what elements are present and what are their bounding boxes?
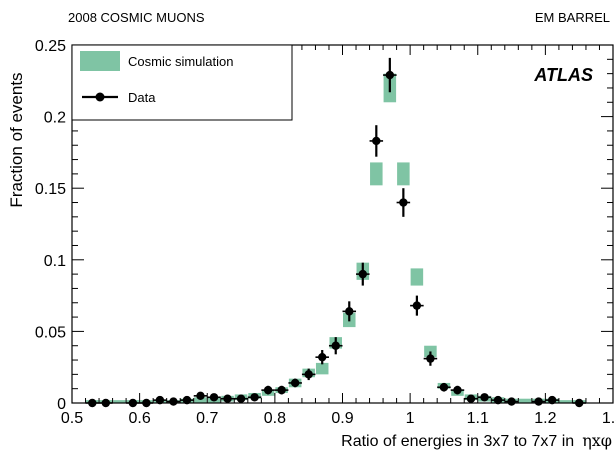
data-marker (453, 385, 462, 395)
data-marker (236, 394, 246, 403)
y-tick-label: 0.25 (35, 38, 66, 55)
data-marker (547, 395, 557, 405)
data-point (477, 393, 492, 402)
data-point (328, 337, 343, 355)
data-point (383, 57, 397, 93)
legend-data-label: Data (128, 90, 156, 105)
simulation-box (410, 268, 424, 286)
data-marker (250, 393, 259, 402)
x-tick-label: 1.3 (602, 410, 616, 427)
data-marker (412, 301, 422, 310)
data-marker (290, 378, 300, 388)
simulation-box (518, 398, 532, 403)
data-point (423, 351, 438, 366)
data-point (166, 397, 181, 406)
y-tick-label: 0.2 (44, 110, 66, 127)
data-point (315, 350, 329, 365)
x-tick-label: 1.2 (534, 410, 556, 427)
data-marker (263, 385, 273, 395)
data-point (207, 393, 221, 402)
data-point (301, 368, 316, 381)
x-tick-label: 1 (406, 410, 415, 427)
data-marker (223, 394, 232, 403)
simulation-box (397, 162, 410, 186)
data-marker (345, 307, 354, 316)
atlas-annotation: ATLAS (533, 65, 593, 85)
data-point (234, 394, 248, 403)
header-right-label: EM BARREL (534, 10, 610, 25)
simulation-box (113, 400, 126, 403)
x-tick-label: 0.9 (331, 410, 353, 427)
simulation-box (370, 162, 383, 186)
data-point (545, 395, 559, 405)
data-point (274, 385, 289, 395)
data-marker (426, 354, 435, 363)
x-tick-label: 0.6 (129, 410, 151, 427)
y-tick-label: 0.15 (35, 181, 66, 198)
data-marker (318, 352, 327, 362)
data-point (450, 385, 465, 395)
data-point (193, 391, 208, 401)
x-tick-label: 0.7 (196, 410, 218, 427)
y-tick-label: 0.1 (44, 253, 66, 270)
legend-simulation-swatch (80, 51, 120, 71)
y-axis-label: Fraction of events (7, 72, 26, 207)
x-axis-label: Ratio of energies in 3x7 to 7x7 in ηxφ (341, 431, 612, 450)
legend-data-marker (95, 92, 105, 102)
data-marker (331, 341, 340, 350)
data-point (220, 394, 235, 403)
data-marker (439, 383, 449, 392)
data-marker (182, 395, 192, 405)
data-point (180, 395, 194, 405)
data-point (410, 295, 424, 316)
data-point (261, 385, 275, 395)
data-marker (385, 70, 395, 80)
data-point (247, 393, 262, 402)
data-point (288, 378, 302, 388)
data-point (356, 262, 370, 286)
y-tick-label: 0 (57, 396, 66, 413)
plot-area (85, 57, 586, 408)
data-marker (507, 397, 516, 406)
legend-simulation-label: Cosmic simulation (128, 54, 233, 69)
data-marker (534, 397, 543, 406)
data-marker (209, 393, 219, 402)
data-marker (480, 393, 489, 402)
data-point (491, 395, 505, 405)
data-marker (155, 395, 165, 405)
data-point (531, 397, 546, 406)
x-tick-label: 0.5 (61, 410, 83, 427)
header-left-label: 2008 COSMIC MUONS (68, 10, 205, 25)
data-marker (358, 269, 367, 279)
simulation-box (194, 397, 207, 403)
legend: Cosmic simulation Data (71, 44, 293, 121)
data-marker (466, 394, 476, 403)
data-marker (493, 395, 503, 405)
data-point (396, 188, 411, 217)
simulation-box (315, 362, 329, 375)
data-point (464, 394, 478, 403)
x-axis-label-text: Ratio of energies in 3x7 to 7x7 in (341, 433, 574, 450)
x-tick-label: 1.1 (467, 410, 489, 427)
y-tick-label: 0.05 (35, 324, 66, 341)
data-marker (372, 136, 381, 146)
data-point (437, 382, 451, 392)
data-point (342, 301, 357, 322)
data-point (504, 397, 519, 406)
data-marker (169, 397, 178, 406)
data-marker (277, 385, 286, 395)
data-point (369, 125, 384, 157)
simulation-box (559, 400, 572, 403)
tick-labels: 0.5 0.6 0.7 0.8 0.9 1 1.1 1.2 1.3 0 0.05 0.1 0.15 0.2… (35, 38, 616, 427)
data-marker (304, 370, 313, 379)
x-tick-label: 0.8 (264, 410, 286, 427)
data-marker (196, 391, 205, 401)
data-marker (399, 198, 408, 207)
data-point (153, 395, 167, 405)
x-axis-label-suffix: ηxφ (582, 431, 612, 450)
